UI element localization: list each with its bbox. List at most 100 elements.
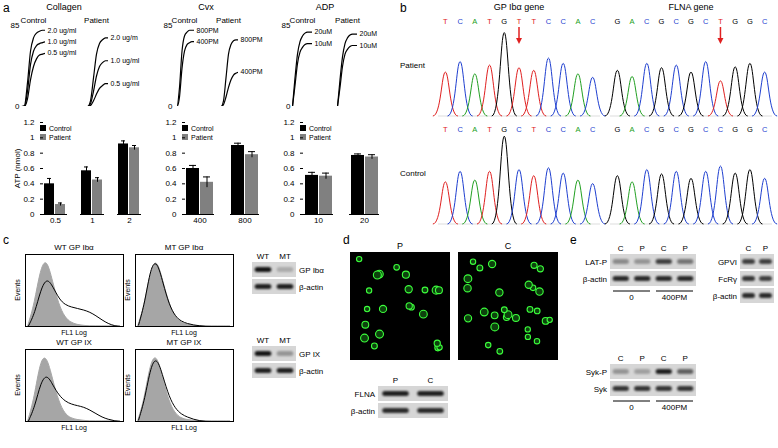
svg-text:WT GP IX: WT GP IX <box>56 338 92 347</box>
svg-text:T: T <box>443 125 448 134</box>
svg-text:1: 1 <box>30 133 35 142</box>
svg-text:A: A <box>630 17 635 26</box>
svg-text:FL1 Log: FL1 Log <box>171 329 197 337</box>
svg-text:0.8: 0.8 <box>23 149 35 158</box>
svg-text:1.0 ug/ml: 1.0 ug/ml <box>48 38 77 46</box>
svg-text:β-actin: β-actin <box>299 367 323 376</box>
svg-text:GPVI: GPVI <box>718 258 737 267</box>
svg-text:A: A <box>575 17 580 26</box>
svg-text:0.2: 0.2 <box>23 195 35 204</box>
svg-text:0: 0 <box>286 102 291 111</box>
svg-text:d: d <box>343 233 350 247</box>
svg-text:G: G <box>688 125 694 134</box>
svg-text:1: 1 <box>90 216 95 225</box>
svg-text:G: G <box>732 125 738 134</box>
svg-text:β-actin: β-actin <box>351 407 375 416</box>
svg-text:C: C <box>546 125 552 134</box>
svg-text:P: P <box>683 244 688 253</box>
svg-text:C: C <box>590 17 596 26</box>
svg-text:C: C <box>618 244 624 253</box>
svg-text:T: T <box>487 125 492 134</box>
svg-text:400PM: 400PM <box>241 68 263 75</box>
svg-text:0.2: 0.2 <box>165 195 177 204</box>
svg-text:Patient: Patient <box>400 61 426 70</box>
svg-text:Syk: Syk <box>594 385 608 394</box>
svg-text:800PM: 800PM <box>241 36 263 43</box>
svg-text:Patient: Patient <box>335 16 361 25</box>
svg-text:b: b <box>400 1 407 15</box>
svg-text:2: 2 <box>127 216 132 225</box>
svg-text:C: C <box>457 17 463 26</box>
svg-text:C: C <box>661 244 667 253</box>
svg-text:Control: Control <box>191 125 214 132</box>
svg-text:0: 0 <box>172 210 177 219</box>
svg-text:400PM: 400PM <box>662 293 688 302</box>
svg-text:G: G <box>659 17 665 26</box>
svg-text:FLNA: FLNA <box>355 390 376 399</box>
svg-text:FL1 Log: FL1 Log <box>61 424 87 432</box>
svg-text:T: T <box>517 17 522 26</box>
svg-text:0: 0 <box>30 210 35 219</box>
svg-text:Syk-P: Syk-P <box>586 368 607 377</box>
svg-text:10uM: 10uM <box>315 40 333 47</box>
svg-text:C: C <box>590 125 596 134</box>
svg-text:c: c <box>3 233 9 247</box>
svg-text:10: 10 <box>314 216 323 225</box>
svg-text:C: C <box>546 17 552 26</box>
svg-text:C: C <box>746 244 752 253</box>
svg-text:800PM: 800PM <box>197 27 219 34</box>
svg-text:T: T <box>487 17 492 26</box>
svg-text:0: 0 <box>15 102 20 111</box>
svg-text:G: G <box>732 17 738 26</box>
svg-text:Patient: Patient <box>49 134 71 141</box>
svg-text:MT GP IX: MT GP IX <box>167 338 202 347</box>
svg-text:400PM: 400PM <box>662 403 688 412</box>
svg-text:C: C <box>644 125 650 134</box>
svg-text:C: C <box>618 354 624 363</box>
svg-text:85: 85 <box>11 21 20 30</box>
svg-text:800: 800 <box>238 216 252 225</box>
svg-text:Events: Events <box>124 279 131 301</box>
svg-text:MT GP Ibα: MT GP Ibα <box>165 243 204 252</box>
svg-text:G: G <box>614 125 620 134</box>
svg-text:C: C <box>703 17 709 26</box>
svg-text:Patient: Patient <box>191 134 213 141</box>
svg-text:Control: Control <box>309 125 332 132</box>
svg-text:0: 0 <box>168 102 173 111</box>
svg-text:T: T <box>531 125 536 134</box>
svg-text:85: 85 <box>282 21 291 30</box>
svg-text:0.5 ug/ml: 0.5 ug/ml <box>111 80 140 88</box>
svg-text:Control: Control <box>290 16 316 25</box>
svg-text:C: C <box>718 125 724 134</box>
svg-text:T: T <box>443 17 448 26</box>
svg-text:WT: WT <box>257 252 270 261</box>
svg-text:C: C <box>703 125 709 134</box>
svg-text:G: G <box>614 17 620 26</box>
svg-text:0.8: 0.8 <box>283 149 295 158</box>
svg-text:A: A <box>472 17 477 26</box>
svg-text:0.6: 0.6 <box>283 164 295 173</box>
svg-text:G: G <box>501 125 507 134</box>
svg-text:G: G <box>747 125 753 134</box>
svg-text:400PM: 400PM <box>197 38 219 45</box>
svg-text:0.5: 0.5 <box>50 216 62 225</box>
svg-text:FL1 Log: FL1 Log <box>61 329 87 337</box>
svg-text:1.2: 1.2 <box>283 118 295 127</box>
svg-text:C: C <box>560 17 566 26</box>
svg-text:Patient: Patient <box>309 134 331 141</box>
svg-text:C: C <box>762 125 768 134</box>
svg-text:2.0 ug/ml: 2.0 ug/ml <box>48 27 77 35</box>
svg-text:20uM: 20uM <box>360 30 378 37</box>
svg-text:Events: Events <box>14 279 21 301</box>
svg-text:FLNA gene: FLNA gene <box>668 2 713 12</box>
svg-text:ADP: ADP <box>316 2 335 12</box>
svg-text:C: C <box>661 354 667 363</box>
svg-text:e: e <box>570 233 577 247</box>
svg-text:C: C <box>644 17 650 26</box>
svg-text:G: G <box>659 125 665 134</box>
svg-text:C: C <box>560 125 566 134</box>
svg-text:GP Ibα: GP Ibα <box>299 266 324 275</box>
svg-text:GP IX: GP IX <box>299 350 321 359</box>
svg-text:0: 0 <box>290 210 295 219</box>
svg-text:1.0 ug/ml: 1.0 ug/ml <box>111 57 140 65</box>
